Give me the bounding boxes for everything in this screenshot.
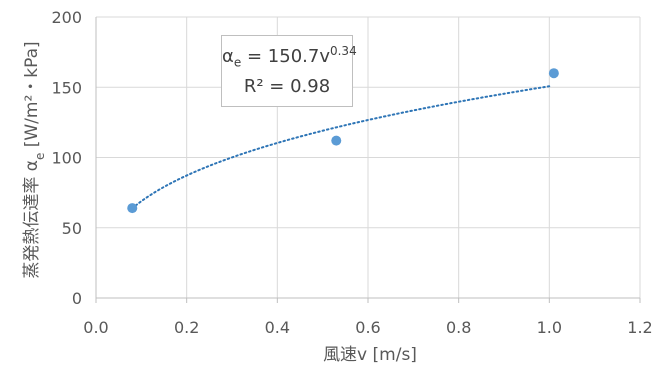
data-point [548,68,559,79]
y-axis-label-symbol: α [22,160,42,171]
data-point [127,203,138,214]
x-tick-label: 1.0 [537,318,562,337]
equation-rhs: = 150.7v [241,46,330,67]
equation-exponent: 0.34 [329,44,357,58]
power-trendline [131,85,551,210]
data-points [127,68,559,214]
y-tick-label: 100 [51,149,82,168]
equation-text: αe = 150.7v0.34 [222,44,357,70]
y-tick-label: 0 [72,289,82,308]
x-tick-labels: 0.0 0.2 0.4 0.6 0.8 1.0 1.2 [83,318,652,337]
y-tick-label: 150 [51,78,82,97]
y-axis-label: 蒸発熱伝達率 αe [W/m²・kPa] [22,41,47,278]
x-tick-label: 0.8 [446,318,471,337]
y-tick-labels: 0 50 100 150 200 [51,8,82,308]
y-tick-label: 200 [51,8,82,27]
x-tick-label: 0.0 [83,318,108,337]
y-axis-label-prefix: 蒸発熱伝達率 [22,171,42,278]
equation-symbol: α [222,46,234,67]
x-tick-label: 1.2 [627,318,652,337]
x-tick-label: 0.4 [265,318,290,337]
x-axis-label: 風速v [m/s] [323,345,417,365]
x-tick-label: 0.2 [174,318,199,337]
axes [95,17,641,303]
equation-subscript: e [233,55,242,70]
y-axis-label-subscript: e [33,153,47,160]
gridlines [96,16,641,298]
x-tick-label: 0.6 [355,318,380,337]
y-axis-label-units: [W/m²・kPa] [22,41,42,152]
data-point [331,135,342,146]
r-squared-text: R² = 0.98 [243,76,331,97]
trendline-equation-box: αe = 150.7v0.34 R² = 0.98 [221,35,357,107]
y-tick-label: 50 [62,219,82,238]
